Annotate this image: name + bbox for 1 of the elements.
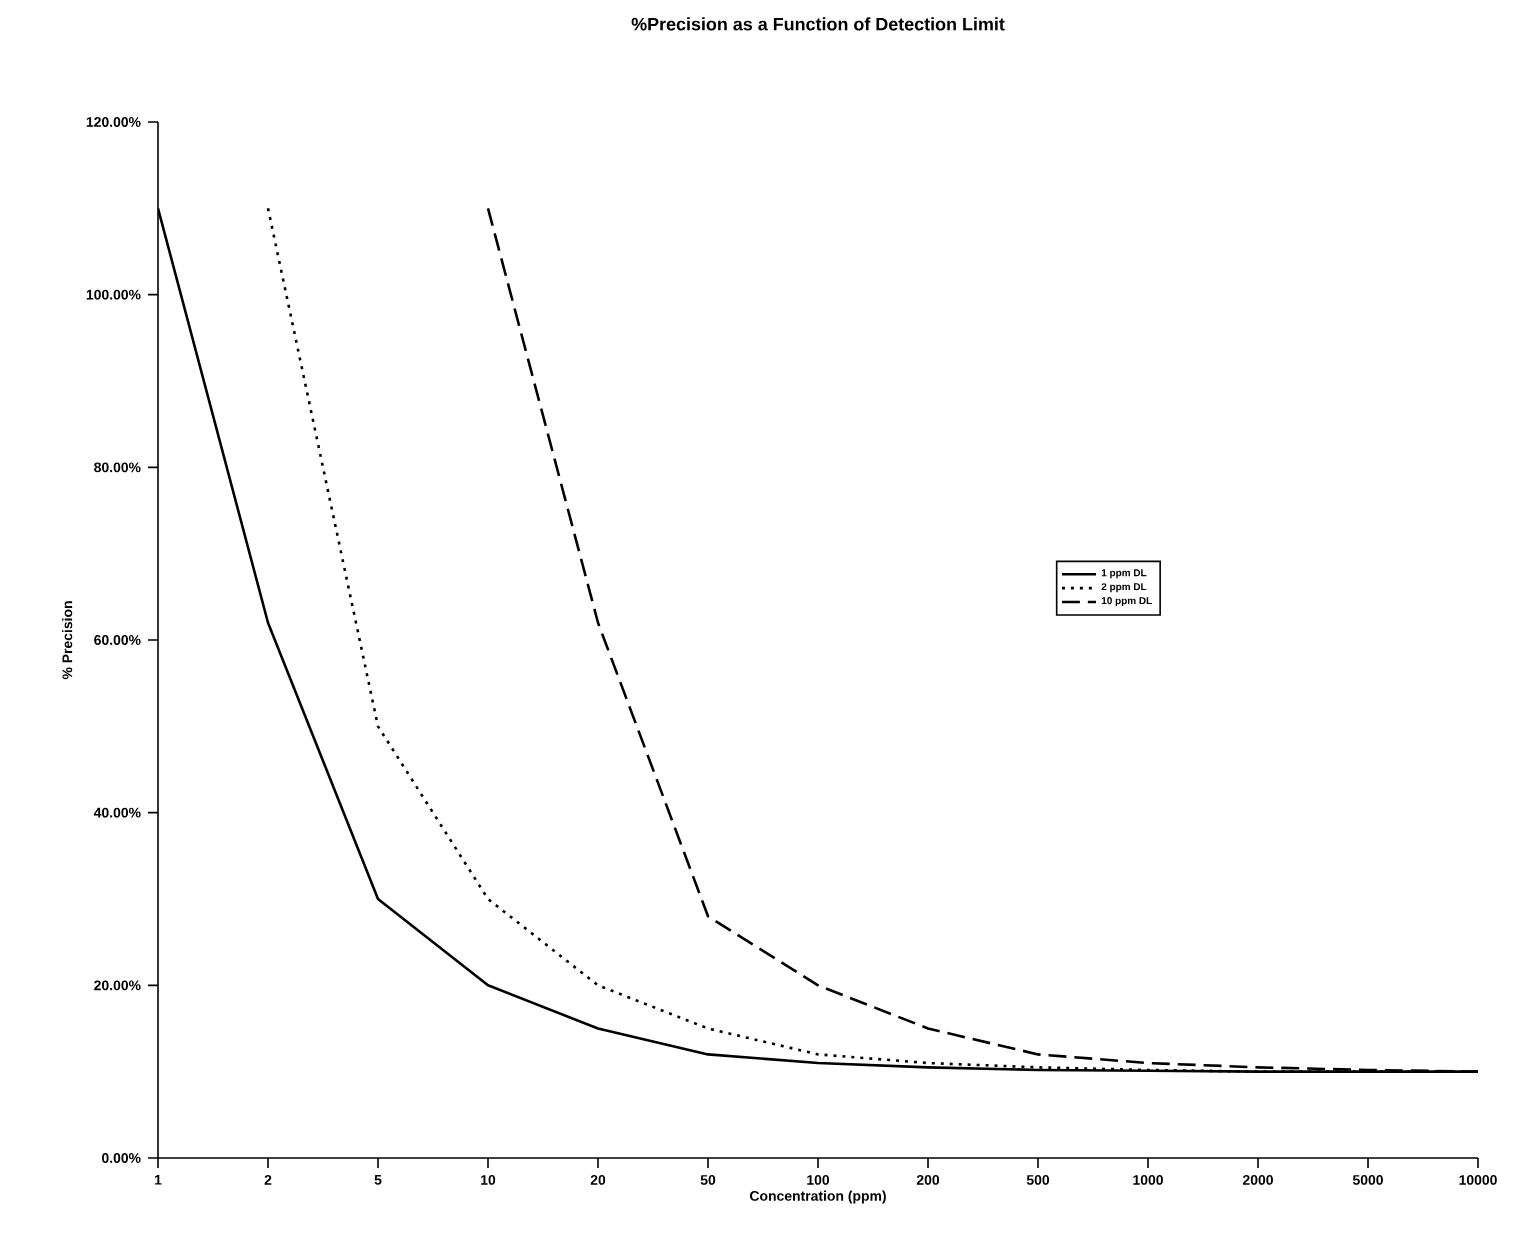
chart-title: %Precision as a Function of Detection Limit: [631, 17, 1005, 31]
